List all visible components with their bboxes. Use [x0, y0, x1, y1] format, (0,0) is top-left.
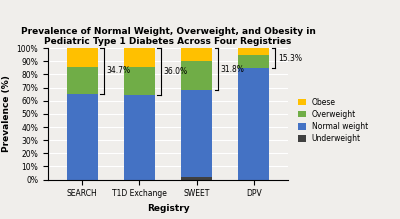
Bar — [238, 68, 270, 180]
Y-axis label: Prevalence (%): Prevalence (%) — [2, 75, 11, 152]
Text: 34.7%: 34.7% — [106, 67, 131, 76]
Bar — [66, 67, 98, 94]
Bar — [66, 48, 98, 67]
Bar — [66, 94, 98, 180]
X-axis label: Registry: Registry — [147, 204, 189, 213]
Bar — [181, 48, 212, 61]
Text: 31.8%: 31.8% — [221, 65, 245, 74]
Bar — [181, 177, 212, 180]
Bar — [124, 48, 155, 67]
Bar — [238, 48, 270, 55]
Text: 15.3%: 15.3% — [278, 54, 302, 63]
Bar — [181, 61, 212, 90]
Bar — [181, 90, 212, 177]
Legend: Obese, Overweight, Normal weight, Underweight: Obese, Overweight, Normal weight, Underw… — [296, 95, 370, 145]
Title: Prevalence of Normal Weight, Overweight, and Obesity in
Pediatric Type 1 Diabete: Prevalence of Normal Weight, Overweight,… — [20, 27, 316, 46]
Bar — [124, 67, 155, 95]
Bar — [238, 55, 270, 68]
Text: 36.0%: 36.0% — [164, 67, 188, 76]
Bar — [124, 95, 155, 180]
